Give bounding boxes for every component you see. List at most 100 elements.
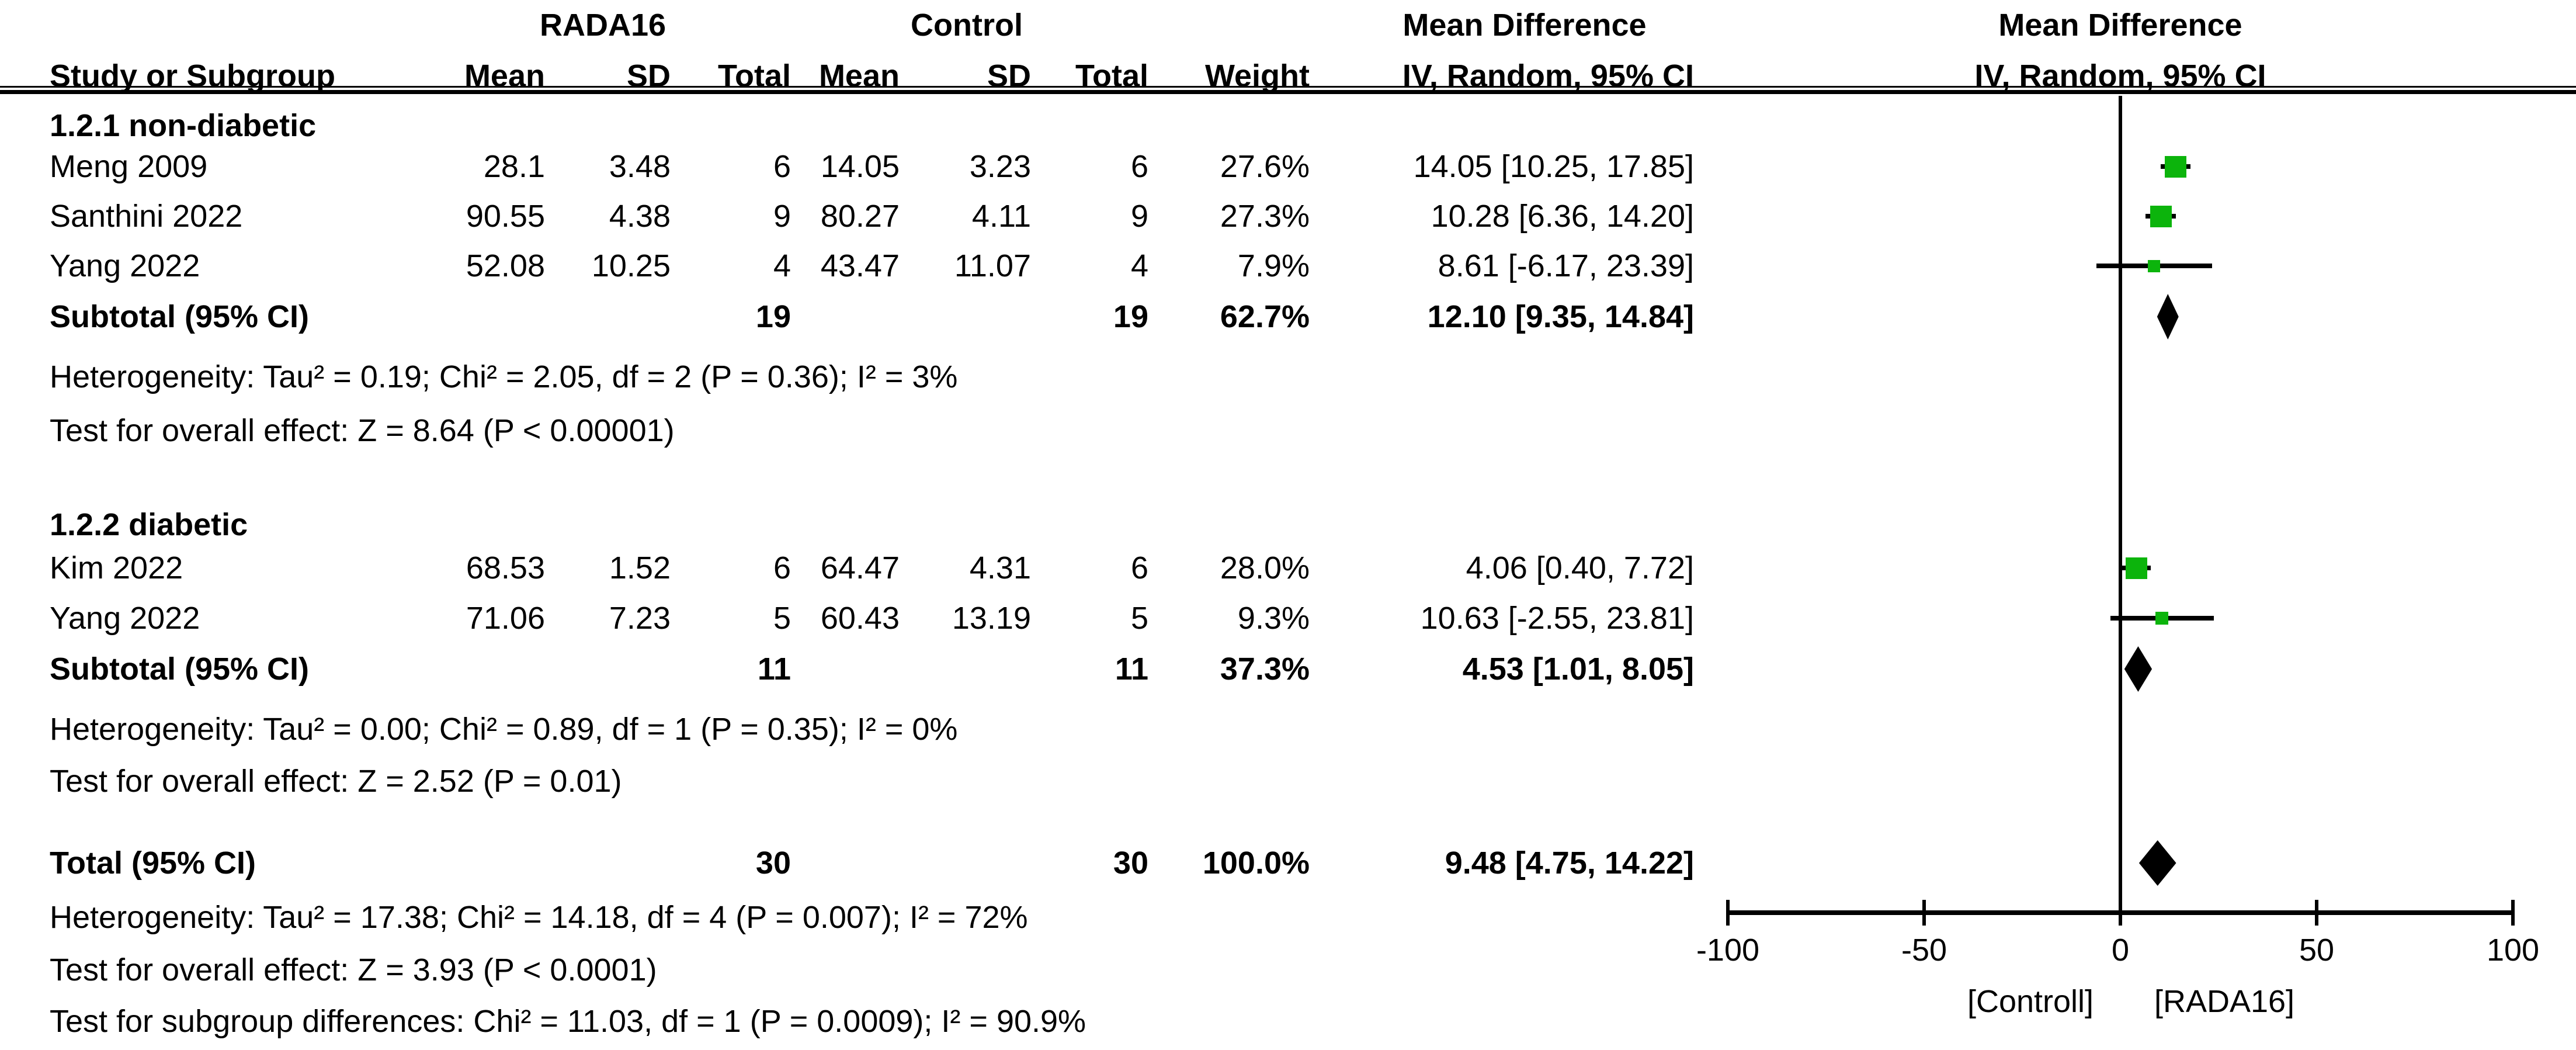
- control-total: 11: [1115, 652, 1148, 687]
- heterogeneity-text: Heterogeneity: Tau² = 17.38; Chi² = 14.1…: [50, 900, 1028, 935]
- rada16-total: 6: [773, 149, 791, 184]
- rada16-mean: 28.1: [483, 149, 545, 184]
- col-header-mean-rada16: Mean: [464, 58, 545, 93]
- total-diamond: [2138, 840, 2176, 886]
- rada16-mean: 68.53: [466, 550, 545, 585]
- group-label-control: Control: [911, 8, 1023, 43]
- header-rule-thick: [0, 90, 2576, 94]
- weight: 100.0%: [1202, 845, 1310, 881]
- ci-text: 14.05 [10.25, 17.85]: [1413, 149, 1694, 184]
- subgroup-2-label: 1.2.2 diabetic: [50, 507, 248, 542]
- col-header-study: Study or Subgroup: [50, 58, 335, 93]
- rada16-total: 30: [755, 845, 791, 881]
- subgroup-2-label-row: 1.2.2 diabetic: [0, 500, 2576, 550]
- study-square: [2148, 259, 2161, 272]
- ci-text: 9.48 [4.75, 14.22]: [1445, 845, 1694, 881]
- study-square: [2164, 155, 2186, 178]
- weight: 37.3%: [1220, 652, 1310, 687]
- axis-label-control: [Controll]: [1967, 984, 2094, 1019]
- col-header-total-rada16: Total: [718, 58, 791, 93]
- x-axis-tick: [2119, 900, 2122, 926]
- control-mean: 60.43: [820, 601, 900, 636]
- rada16-sd: 3.48: [609, 149, 671, 184]
- subtotal-row: Subtotal (95% CI) 11 11 37.3% 4.53 [1.01…: [0, 644, 2576, 694]
- group-label-mean-difference-plot: Mean Difference: [1998, 8, 2242, 43]
- col-header-iv-ci: IV, Random, 95% CI: [1402, 58, 1694, 93]
- subgroup-differences-row: Test for subgroup differences: Chi² = 11…: [0, 996, 2576, 1046]
- heterogeneity-row: Heterogeneity: Tau² = 0.19; Chi² = 2.05,…: [0, 352, 2576, 402]
- x-tick-label: -50: [1901, 933, 1947, 968]
- control-sd: 4.11: [971, 199, 1031, 234]
- x-axis-tick: [1726, 900, 1730, 926]
- weight: 28.0%: [1220, 550, 1310, 585]
- control-sd: 13.19: [952, 601, 1031, 636]
- column-header-row: Study or Subgroup Mean SD Total Mean SD …: [0, 51, 2576, 101]
- col-header-mean-control: Mean: [818, 58, 900, 93]
- control-total: 6: [1130, 149, 1148, 184]
- control-mean: 43.47: [820, 248, 900, 283]
- ci-text: 4.53 [1.01, 8.05]: [1462, 652, 1694, 687]
- subgroup-1-label-row: 1.2.1 non-diabetic: [0, 101, 2576, 151]
- study-name: Meng 2009: [50, 149, 208, 184]
- x-tick-label: 100: [2486, 933, 2540, 968]
- control-total: 5: [1130, 601, 1148, 636]
- rada16-sd: 4.38: [609, 199, 671, 234]
- x-axis-tick: [2511, 900, 2515, 926]
- control-mean: 80.27: [820, 199, 900, 234]
- x-tick-label: -100: [1696, 933, 1760, 968]
- rada16-sd: 7.23: [609, 601, 671, 636]
- overall-effect-text: Test for overall effect: Z = 3.93 (P < 0…: [50, 952, 657, 987]
- study-row: Santhini 2022 90.55 4.38 9 80.27 4.11 9 …: [0, 191, 2576, 241]
- total-label: Total (95% CI): [50, 845, 256, 881]
- subgroup-differences-text: Test for subgroup differences: Chi² = 11…: [50, 1004, 1086, 1039]
- study-square: [2125, 557, 2147, 579]
- study-name: Santhini 2022: [50, 199, 243, 234]
- study-name: Yang 2022: [50, 248, 200, 283]
- control-total: 4: [1130, 248, 1148, 283]
- control-sd: 3.23: [969, 149, 1031, 184]
- heterogeneity-text: Heterogeneity: Tau² = 0.19; Chi² = 2.05,…: [50, 359, 958, 394]
- heterogeneity-text: Heterogeneity: Tau² = 0.00; Chi² = 0.89,…: [50, 712, 958, 747]
- subtotal-diamond: [2124, 646, 2153, 692]
- rada16-total: 19: [755, 299, 791, 334]
- col-header-total-control: Total: [1075, 58, 1148, 93]
- subtotal-label: Subtotal (95% CI): [50, 652, 310, 687]
- rada16-sd: 1.52: [609, 550, 671, 585]
- overall-effect-row: Test for overall effect: Z = 2.52 (P = 0…: [0, 756, 2576, 806]
- overall-effect-row: Test for overall effect: Z = 8.64 (P < 0…: [0, 406, 2576, 456]
- ci-text: 8.61 [-6.17, 23.39]: [1438, 248, 1694, 283]
- col-header-sd-rada16: SD: [626, 58, 671, 93]
- subtotal-label: Subtotal (95% CI): [50, 299, 310, 334]
- col-header-sd-control: SD: [987, 58, 1031, 93]
- col-header-iv-ci-plot: IV, Random, 95% CI: [1974, 58, 2266, 93]
- rada16-total: 5: [773, 601, 791, 636]
- total-row: Total (95% CI) 30 30 100.0% 9.48 [4.75, …: [0, 838, 2576, 888]
- overall-effect-total-row: Test for overall effect: Z = 3.93 (P < 0…: [0, 945, 2576, 995]
- rada16-total: 6: [773, 550, 791, 585]
- overall-effect-text: Test for overall effect: Z = 2.52 (P = 0…: [50, 764, 622, 799]
- study-row: Kim 2022 68.53 1.52 6 64.47 4.31 6 28.0%…: [0, 543, 2576, 593]
- group-header-row: RADA16 Control Mean Difference Mean Diff…: [0, 0, 2576, 50]
- study-square: [2155, 612, 2169, 625]
- x-tick-label: 0: [2111, 933, 2130, 968]
- x-tick-label: 50: [2299, 933, 2335, 968]
- overall-effect-text: Test for overall effect: Z = 8.64 (P < 0…: [50, 413, 675, 448]
- weight: 27.6%: [1220, 149, 1310, 184]
- control-mean: 14.05: [820, 149, 900, 184]
- study-row: Yang 2022 71.06 7.23 5 60.43 13.19 5 9.3…: [0, 593, 2576, 643]
- rada16-mean: 90.55: [466, 199, 545, 234]
- weight: 27.3%: [1220, 199, 1310, 234]
- control-total: 6: [1130, 550, 1148, 585]
- weight: 9.3%: [1237, 601, 1310, 636]
- study-row: Meng 2009 28.1 3.48 6 14.05 3.23 6 27.6%…: [0, 141, 2576, 192]
- ci-text: 10.28 [6.36, 14.20]: [1431, 199, 1694, 234]
- subtotal-row: Subtotal (95% CI) 19 19 62.7% 12.10 [9.3…: [0, 292, 2576, 342]
- subgroup-1-label: 1.2.1 non-diabetic: [50, 108, 317, 143]
- ci-text: 12.10 [9.35, 14.84]: [1427, 299, 1694, 334]
- rada16-mean: 71.06: [466, 601, 545, 636]
- control-total: 30: [1113, 845, 1148, 881]
- zero-line: [2119, 96, 2122, 913]
- col-header-weight: Weight: [1205, 58, 1310, 93]
- x-axis-tick: [1922, 900, 1926, 926]
